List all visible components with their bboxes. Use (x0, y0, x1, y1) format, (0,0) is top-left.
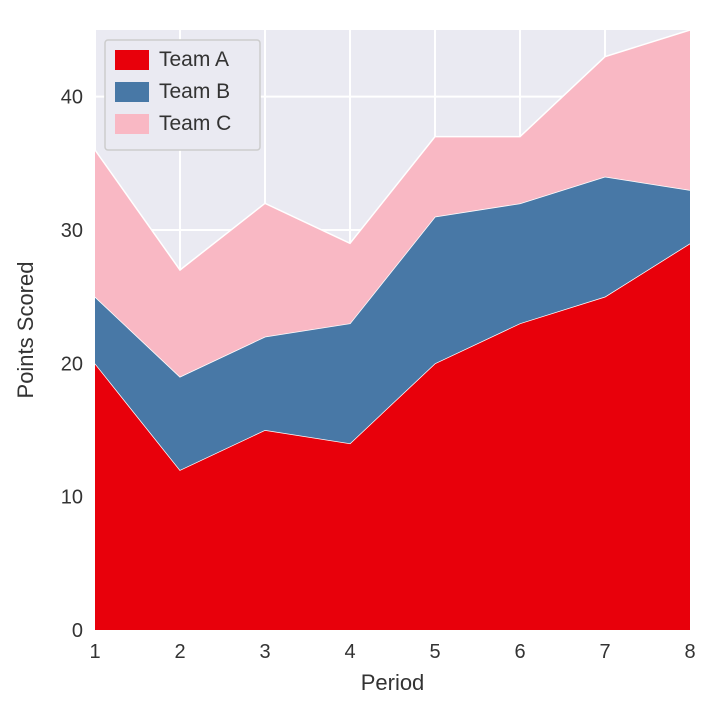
y-axis-label: Points Scored (13, 262, 38, 399)
x-tick-label: 8 (684, 641, 695, 663)
y-tick-label: 20 (61, 353, 83, 375)
x-axis-label: Period (361, 670, 425, 695)
x-tick-label: 2 (174, 641, 185, 663)
y-tick-label: 30 (61, 220, 83, 242)
legend-label: Team B (159, 80, 230, 103)
y-tick-label: 0 (72, 620, 83, 642)
x-tick-label: 5 (429, 641, 440, 663)
x-tick-label: 3 (259, 641, 270, 663)
legend-swatch (115, 114, 149, 134)
legend-label: Team A (159, 48, 229, 71)
legend-label: Team C (159, 112, 231, 135)
x-tick-label: 1 (89, 641, 100, 663)
x-tick-label: 7 (599, 641, 610, 663)
legend-swatch (115, 50, 149, 70)
y-tick-label: 10 (61, 487, 83, 509)
x-tick-label: 6 (514, 641, 525, 663)
x-tick-label: 4 (344, 641, 355, 663)
legend-swatch (115, 82, 149, 102)
chart-svg: 1 2 3 4 5 6 7 8 0 10 20 30 40 Period Points Scored Team… (0, 0, 716, 716)
stacked-area-chart: 1 2 3 4 5 6 7 8 0 10 20 30 40 Period Points Scored Team… (0, 0, 716, 716)
y-tick-label: 40 (61, 87, 83, 109)
